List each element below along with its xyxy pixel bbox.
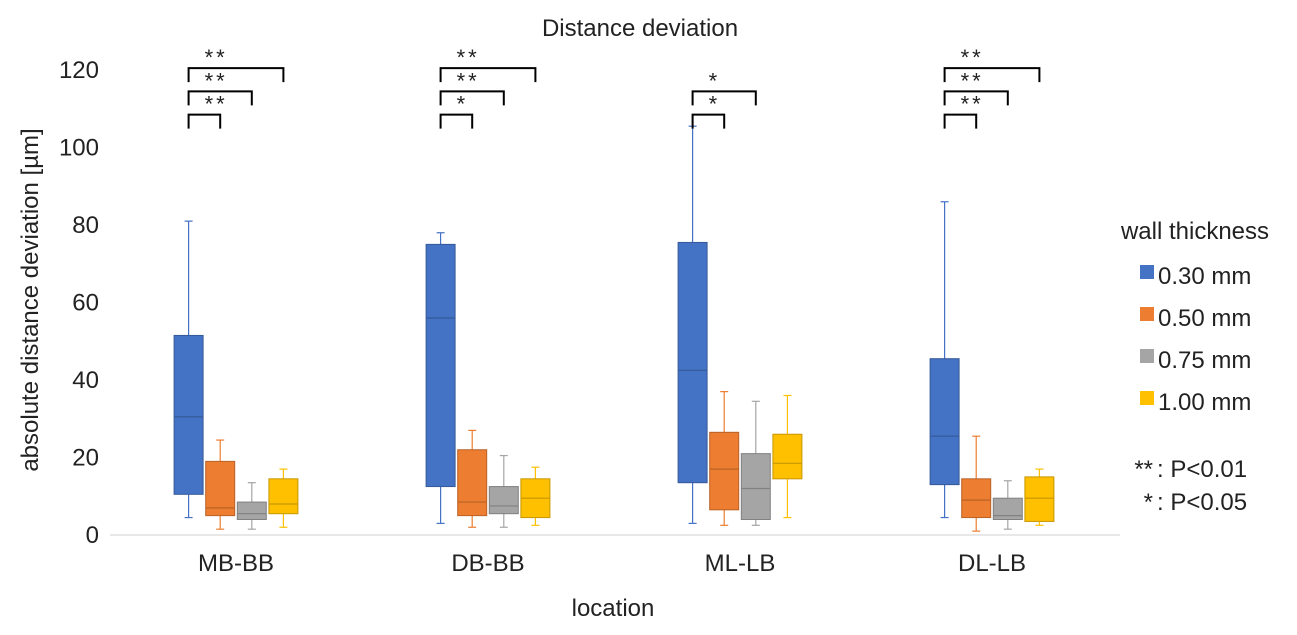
key-text: : P<0.01 (1157, 456, 1247, 483)
legend-label: 0.30 mm (1158, 263, 1251, 290)
legend-title: wall thickness (1120, 218, 1269, 245)
x-axis-label: location (572, 595, 655, 622)
box-0-30-mm-ml-lb (677, 125, 708, 524)
legend-item: 0.50 mm (1140, 305, 1251, 332)
significance-label: ** (961, 45, 984, 70)
significance-bracket (943, 90, 1009, 106)
y-tick-label: 20 (72, 445, 99, 472)
y-axis-label: absolute distance deviation [µm] (17, 128, 44, 471)
y-tick-label: 120 (59, 57, 99, 84)
box-0-50-mm-ml-lb (709, 391, 740, 526)
significance-bracket (691, 90, 757, 106)
y-tick-label: 60 (72, 290, 99, 317)
significance-bracket (691, 113, 726, 129)
significance-bracket (943, 67, 1041, 83)
significance-label: ** (205, 68, 228, 93)
y-axis: 0 20 40 60 80 100 120 (59, 57, 99, 549)
box-0-75-mm-ml-lb (740, 400, 771, 526)
box-iqr (173, 334, 204, 495)
box-iqr (709, 431, 740, 511)
legend-swatch (1140, 307, 1154, 321)
box-iqr (236, 501, 267, 520)
significance-bracket (439, 90, 505, 106)
significance-label: ** (457, 68, 480, 93)
legend-swatch (1140, 391, 1154, 405)
significance-label: ** (205, 92, 228, 117)
box-0-75-mm-db-bb (488, 454, 519, 528)
significance-key: **: P<0.01*: P<0.05 (1134, 456, 1247, 516)
box-iqr (992, 497, 1023, 520)
legend-label: 1.00 mm (1158, 389, 1251, 416)
legend-swatch (1140, 349, 1154, 363)
significance-bracket (439, 113, 474, 129)
box-iqr (457, 449, 488, 517)
box-0-50-mm-db-bb (457, 429, 488, 528)
box-iqr (772, 433, 803, 480)
legend-item: 1.00 mm (1140, 389, 1251, 416)
box-0-75-mm-mb-bb (236, 482, 267, 530)
significance-label: ** (961, 68, 984, 93)
x-tick-label: DB-BB (451, 550, 524, 577)
significance-label: * (709, 92, 721, 117)
box-iqr (268, 478, 299, 515)
significance-brackets: ******************* (187, 45, 1041, 129)
significance-bracket (439, 67, 537, 83)
box-1-00-mm-mb-bb (268, 468, 299, 528)
box-0-50-mm-dl-lb (961, 435, 992, 532)
box-0-30-mm-mb-bb (173, 220, 204, 519)
box-0-50-mm-mb-bb (205, 439, 236, 530)
significance-bracket (187, 90, 253, 106)
box-1-00-mm-ml-lb (772, 394, 803, 519)
significance-label: ** (457, 45, 480, 70)
box-iqr (961, 478, 992, 519)
y-tick-label: 0 (86, 522, 99, 549)
legend-label: 0.50 mm (1158, 305, 1251, 332)
significance-bracket (943, 113, 978, 129)
legend: wall thickness 0.30 mm 0.50 mm 0.75 mm 1.00… (1120, 218, 1269, 416)
box-iqr (740, 453, 771, 520)
significance-label: * (457, 92, 469, 117)
box-0-30-mm-db-bb (425, 232, 456, 524)
y-tick-label: 80 (72, 212, 99, 239)
box-iqr (929, 358, 960, 486)
y-tick-label: 100 (59, 135, 99, 162)
significance-label: ** (205, 45, 228, 70)
x-tick-label: ML-LB (705, 550, 776, 577)
chart-title: Distance deviation (542, 15, 738, 42)
y-tick-label: 40 (72, 367, 99, 394)
significance-label: ** (961, 92, 984, 117)
box-iqr (1024, 476, 1055, 522)
box-1-00-mm-dl-lb (1024, 468, 1055, 526)
x-tick-label: MB-BB (198, 550, 274, 577)
box-iqr (488, 486, 519, 515)
box-iqr (425, 243, 456, 488)
legend-swatch (1140, 265, 1154, 279)
legend-item: 0.75 mm (1140, 347, 1251, 374)
legend-label: 0.75 mm (1158, 347, 1251, 374)
box-1-00-mm-db-bb (520, 466, 551, 526)
legend-item: 0.30 mm (1140, 263, 1251, 290)
box-iqr (677, 241, 708, 484)
box-0-75-mm-dl-lb (992, 480, 1023, 530)
box-iqr (205, 460, 236, 517)
x-tick-label: DL-LB (958, 550, 1026, 577)
key-text: : P<0.05 (1157, 489, 1247, 516)
box-0-30-mm-dl-lb (929, 201, 960, 519)
significance-label: * (709, 68, 721, 93)
key-symbol: * (1144, 489, 1153, 516)
significance-bracket (187, 113, 222, 129)
significance-bracket (187, 67, 285, 83)
plot-area (173, 125, 1055, 532)
key-symbol: ** (1134, 456, 1153, 483)
x-axis: MB-BB DB-BB ML-LB DL-LB (110, 534, 1120, 577)
